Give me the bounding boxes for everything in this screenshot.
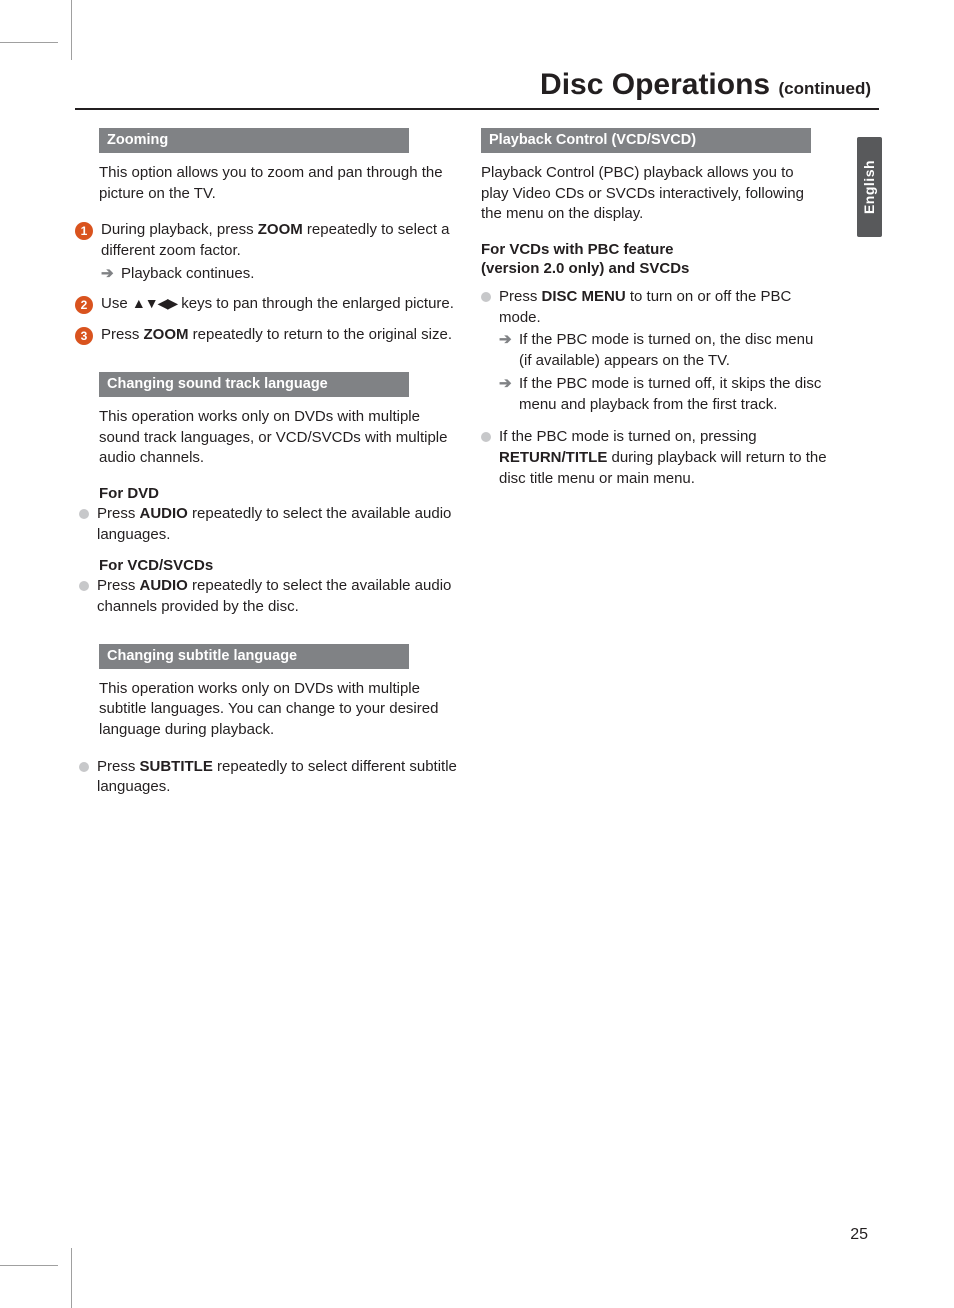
result-text: If the PBC mode is turned off, it skips … (519, 374, 829, 415)
direction-keys-icon: ▲▼◀▶ (132, 295, 177, 311)
text: During playback, press (101, 221, 258, 238)
manual-page: Disc Operations (continued) English Zoom… (0, 0, 954, 1308)
text-bold: AUDIO (140, 577, 188, 594)
text-bold: AUDIO (140, 505, 188, 522)
result-text: Playback continues. (121, 264, 254, 285)
step-body: During playback, press ZOOM repeatedly t… (101, 220, 459, 284)
title-main: Disc Operations (540, 68, 770, 101)
soundtrack-intro: This operation works only on DVDs with m… (99, 407, 459, 469)
zooming-step-2: 2 Use ▲▼◀▶ keys to pan through the enlar… (75, 294, 459, 315)
crop-mark (0, 1265, 58, 1266)
bullet-icon (79, 762, 89, 772)
arrow-icon: ➔ (499, 374, 513, 415)
text-bold: SUBTITLE (140, 758, 213, 775)
crop-mark (71, 0, 72, 60)
soundtrack-dvd-bullet: Press AUDIO repeatedly to select the ava… (99, 504, 459, 545)
column-left: Zooming This option allows you to zoom a… (99, 128, 459, 810)
section-soundtrack-head: Changing sound track language (99, 372, 409, 397)
text: Use (101, 295, 132, 312)
soundtrack-dvd-head: For DVD (99, 485, 459, 502)
crop-mark (0, 42, 58, 43)
result-text: If the PBC mode is turned on, the disc m… (519, 330, 829, 371)
title-continued: (continued) (778, 79, 871, 98)
step-result: ➔ If the PBC mode is turned on, the disc… (499, 330, 829, 371)
crop-mark (71, 1248, 72, 1308)
bullet-body: Press AUDIO repeatedly to select the ava… (97, 504, 459, 545)
text: If the PBC mode is turned on, pressing (499, 428, 757, 445)
text: keys to pan through the enlarged picture… (177, 295, 454, 312)
step-body: Use ▲▼◀▶ keys to pan through the enlarge… (101, 294, 459, 315)
pbc-intro: Playback Control (PBC) playback allows y… (481, 163, 811, 225)
step-result: ➔ Playback continues. (101, 264, 459, 285)
text: Press (97, 577, 140, 594)
arrow-icon: ➔ (101, 264, 115, 285)
page-number: 25 (850, 1226, 868, 1244)
subtitle-intro: This operation works only on DVDs with m… (99, 679, 459, 741)
bullet-body: Press SUBTITLE repeatedly to select diff… (97, 757, 459, 798)
text-bold: RETURN/TITLE (499, 449, 607, 466)
bullet-icon (481, 432, 491, 442)
pbc-subhead-2: (version 2.0 only) and SVCDs (481, 260, 841, 277)
bullet-body: Press DISC MENU to turn on or off the PB… (499, 287, 829, 415)
bullet-icon (79, 581, 89, 591)
bullet-body: Press AUDIO repeatedly to select the ava… (97, 576, 459, 617)
step-body: Press ZOOM repeatedly to return to the o… (101, 325, 459, 346)
text-bold: DISC MENU (542, 288, 626, 305)
content-columns: Zooming This option allows you to zoom a… (75, 128, 879, 810)
text-bold: ZOOM (258, 221, 303, 238)
section-subtitle-head: Changing subtitle language (99, 644, 409, 669)
section-pbc-head: Playback Control (VCD/SVCD) (481, 128, 811, 153)
text: Press (499, 288, 542, 305)
soundtrack-vcd-bullet: Press AUDIO repeatedly to select the ava… (99, 576, 459, 617)
text: Press (101, 326, 144, 343)
bullet-icon (481, 292, 491, 302)
zooming-step-1: 1 During playback, press ZOOM repeatedly… (75, 220, 459, 284)
text-bold: ZOOM (144, 326, 189, 343)
zooming-step-3: 3 Press ZOOM repeatedly to return to the… (75, 325, 459, 346)
text: Press (97, 505, 140, 522)
step-number-icon: 3 (75, 327, 93, 345)
step-number-icon: 1 (75, 222, 93, 240)
step-number-icon: 2 (75, 296, 93, 314)
step-result: ➔ If the PBC mode is turned off, it skip… (499, 374, 829, 415)
zooming-intro: This option allows you to zoom and pan t… (99, 163, 459, 204)
arrow-icon: ➔ (499, 330, 513, 371)
bullet-body: If the PBC mode is turned on, pressing R… (499, 427, 829, 489)
text: Press (97, 758, 140, 775)
bullet-icon (79, 509, 89, 519)
text: repeatedly to return to the original siz… (189, 326, 452, 343)
pbc-bullet-1: Press DISC MENU to turn on or off the PB… (481, 287, 829, 415)
pbc-bullet-2: If the PBC mode is turned on, pressing R… (481, 427, 829, 489)
pbc-subhead-1: For VCDs with PBC feature (481, 241, 841, 258)
column-right: Playback Control (VCD/SVCD) Playback Con… (481, 128, 841, 810)
soundtrack-vcd-head: For VCD/SVCDs (99, 557, 459, 574)
language-tab: English (857, 137, 882, 237)
language-label: English (862, 160, 878, 214)
title-rule (75, 108, 879, 110)
subtitle-bullet: Press SUBTITLE repeatedly to select diff… (99, 757, 459, 798)
section-zooming-head: Zooming (99, 128, 409, 153)
page-title: Disc Operations (continued) (75, 68, 879, 102)
